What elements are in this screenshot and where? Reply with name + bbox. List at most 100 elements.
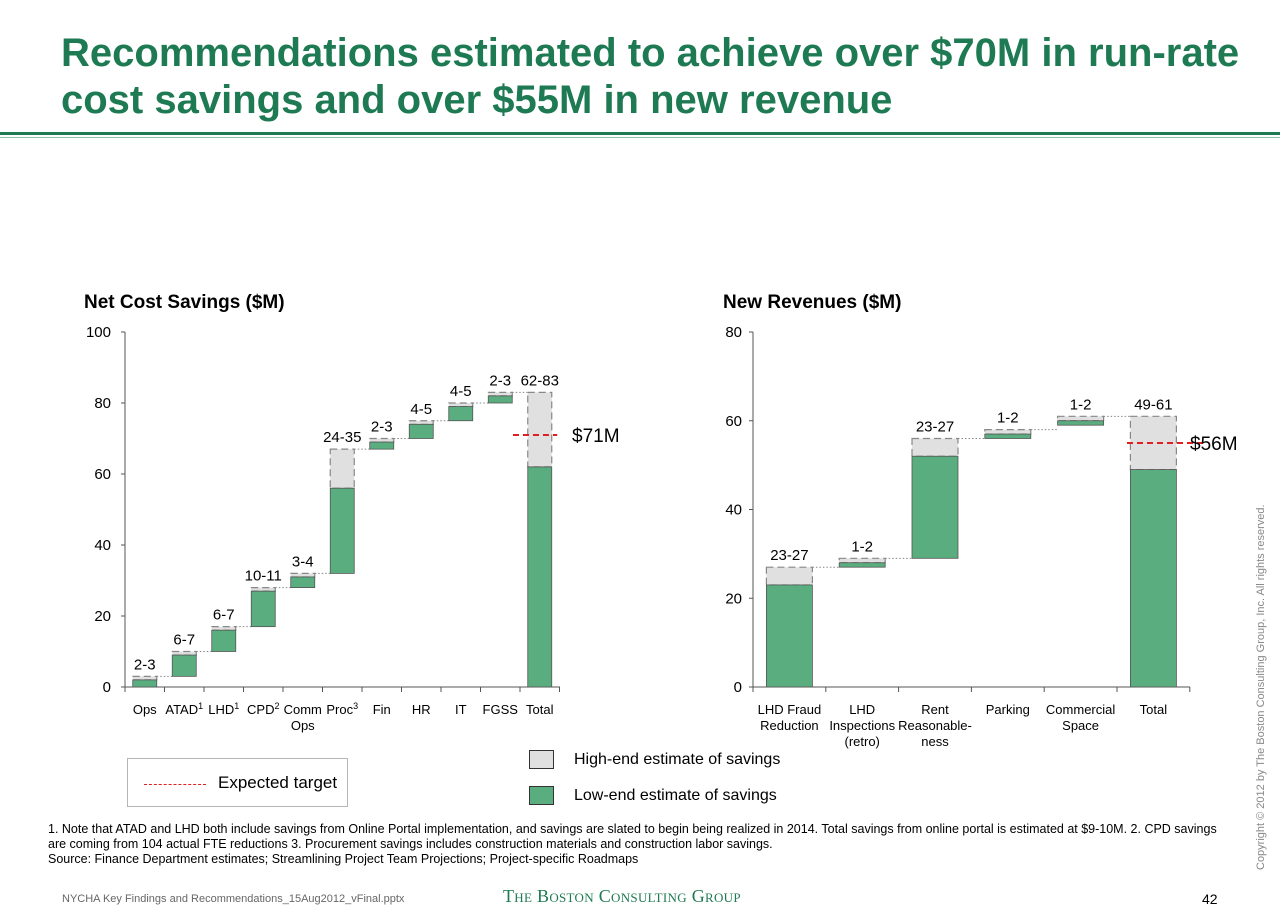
high-end-legend-label: High-end estimate of savings bbox=[574, 751, 781, 768]
title-rule-thin bbox=[0, 137, 1280, 138]
brand-logo: The Boston Consulting Group bbox=[503, 886, 741, 906]
c2-bar-high-end bbox=[765, 566, 814, 586]
c2-bar-low-end bbox=[911, 455, 959, 559]
c1-bar-low-end bbox=[527, 466, 553, 688]
c2-bar-low-end bbox=[1057, 420, 1104, 426]
footnote-text: 1. Note that ATAD and LHD both include s… bbox=[48, 822, 1217, 851]
c2-data-label: 1-2 bbox=[997, 410, 1019, 427]
c1-bar-low-end bbox=[408, 423, 434, 439]
c1-category-label: Comm Ops bbox=[284, 702, 322, 733]
c1-bar-low-end bbox=[369, 441, 395, 450]
c2-chart-title: New Revenues ($M) bbox=[723, 292, 901, 313]
c2-bar-low-end bbox=[766, 584, 813, 688]
target-legend-label: Expected target bbox=[218, 773, 338, 792]
c2-y-tick-label: 20 bbox=[725, 590, 742, 607]
c1-data-label: 2-3 bbox=[134, 656, 156, 673]
c2-category-label: Rent Reasonable-ness bbox=[898, 702, 972, 749]
c1-category-label: Ops bbox=[133, 702, 157, 717]
footnotes: 1. Note that ATAD and LHD both include s… bbox=[48, 822, 1218, 867]
c2-y-tick-label: 40 bbox=[725, 502, 742, 519]
c1-bar-high-end bbox=[211, 626, 237, 631]
c1-bar-high-end bbox=[487, 391, 513, 397]
c2-bar-low-end bbox=[838, 562, 886, 568]
c1-data-label: 2-3 bbox=[371, 419, 393, 436]
target-legend: Expected target bbox=[127, 758, 348, 807]
c1-category-label: HR bbox=[412, 702, 431, 717]
c1-bar-high-end bbox=[132, 675, 158, 681]
high-end-swatch bbox=[529, 750, 554, 769]
c1-category-label: IT bbox=[455, 702, 467, 717]
file-name: NYCHA Key Findings and Recommendations_1… bbox=[62, 893, 405, 905]
c2-data-label: 1-2 bbox=[1070, 396, 1092, 413]
c1-y-tick-label: 0 bbox=[103, 679, 111, 696]
c2-category-label: Total bbox=[1140, 702, 1168, 717]
c2-bar-high-end bbox=[984, 429, 1032, 435]
c1-target-label: $71M bbox=[572, 426, 620, 447]
c1-data-label: 4-5 bbox=[450, 383, 472, 400]
c2-y-tick-label: 0 bbox=[734, 679, 742, 696]
c1-bar-high-end bbox=[527, 391, 553, 468]
c1-y-tick-label: 80 bbox=[94, 395, 111, 412]
c1-category-label: FGSS bbox=[483, 702, 519, 717]
c1-y-tick-label: 100 bbox=[86, 324, 111, 341]
c1-bar-low-end bbox=[250, 590, 276, 628]
c2-category-label: LHD Inspections (retro) bbox=[829, 702, 895, 749]
source-note: Source: Finance Department estimates; St… bbox=[48, 852, 639, 866]
c2-bar-high-end bbox=[838, 557, 886, 564]
c1-y-tick-label: 60 bbox=[94, 466, 111, 483]
c2-data-label: 23-27 bbox=[770, 547, 808, 564]
c2-category-label: Commercial Space bbox=[1046, 702, 1115, 733]
c2-target-label: $56M bbox=[1190, 434, 1238, 455]
title-rule bbox=[0, 132, 1280, 135]
c1-data-label: 10-11 bbox=[245, 568, 282, 585]
c1-bar-low-end bbox=[448, 406, 474, 422]
c1-category-label: ATAD1 bbox=[165, 701, 203, 717]
target-line-swatch bbox=[144, 784, 206, 785]
c1-category-label: Total bbox=[526, 702, 554, 717]
page-number: 42 bbox=[1202, 891, 1218, 907]
c1-data-label: 6-7 bbox=[213, 607, 235, 624]
c1-bar-low-end bbox=[329, 487, 355, 574]
page-title: Recommendations estimated to achieve ove… bbox=[61, 31, 1240, 122]
c1-bar-low-end bbox=[171, 654, 197, 677]
c2-data-label: 23-27 bbox=[916, 419, 954, 436]
c1-y-tick-label: 40 bbox=[94, 537, 111, 554]
c1-bar-high-end bbox=[369, 437, 395, 443]
c1-chart-title: Net Cost Savings ($M) bbox=[84, 292, 285, 313]
c2-data-label: 49-61 bbox=[1134, 396, 1172, 413]
c2-bar-low-end bbox=[984, 433, 1032, 439]
c1-bar-high-end bbox=[250, 586, 276, 592]
c2-y-tick-label: 80 bbox=[725, 324, 742, 341]
c1-category-label: LHD1 bbox=[208, 701, 239, 717]
c2-category-label: LHD Fraud Reduction bbox=[758, 702, 822, 733]
c2-bar-high-end bbox=[911, 437, 959, 457]
c1-bar-high-end bbox=[408, 420, 434, 425]
c1-category-label: Proc3 bbox=[326, 701, 358, 717]
c1-data-label: 2-3 bbox=[489, 372, 511, 389]
copyright-notice: Copyright © 2012 by The Boston Consultin… bbox=[1255, 504, 1267, 870]
low-end-swatch bbox=[529, 786, 554, 805]
c2-y-tick-label: 60 bbox=[725, 413, 742, 430]
c1-bar-high-end bbox=[448, 402, 474, 408]
c1-bar-high-end bbox=[290, 572, 316, 578]
c1-category-label: Fin bbox=[373, 702, 391, 717]
c1-y-tick-label: 20 bbox=[94, 608, 111, 625]
c1-bar-high-end bbox=[329, 448, 355, 489]
c1-bar-low-end bbox=[132, 679, 158, 688]
low-end-legend-label: Low-end estimate of savings bbox=[574, 787, 777, 804]
c2-bar-low-end bbox=[1130, 469, 1177, 688]
c2-category-label: Parking bbox=[986, 702, 1030, 717]
c1-bar-low-end bbox=[211, 629, 237, 652]
c1-data-label: 4-5 bbox=[410, 401, 432, 418]
c1-bar-low-end bbox=[487, 395, 513, 404]
c2-bar-high-end bbox=[1056, 415, 1105, 422]
c1-data-label: 6-7 bbox=[173, 632, 195, 649]
c1-category-label: CPD2 bbox=[247, 701, 279, 717]
c1-bar-high-end bbox=[171, 650, 197, 656]
c2-data-label: 1-2 bbox=[851, 538, 873, 555]
c1-data-label: 62-83 bbox=[521, 372, 559, 389]
c1-data-label: 24-35 bbox=[323, 429, 361, 446]
c1-bar-low-end bbox=[290, 576, 316, 589]
c1-data-label: 3-4 bbox=[292, 553, 314, 570]
